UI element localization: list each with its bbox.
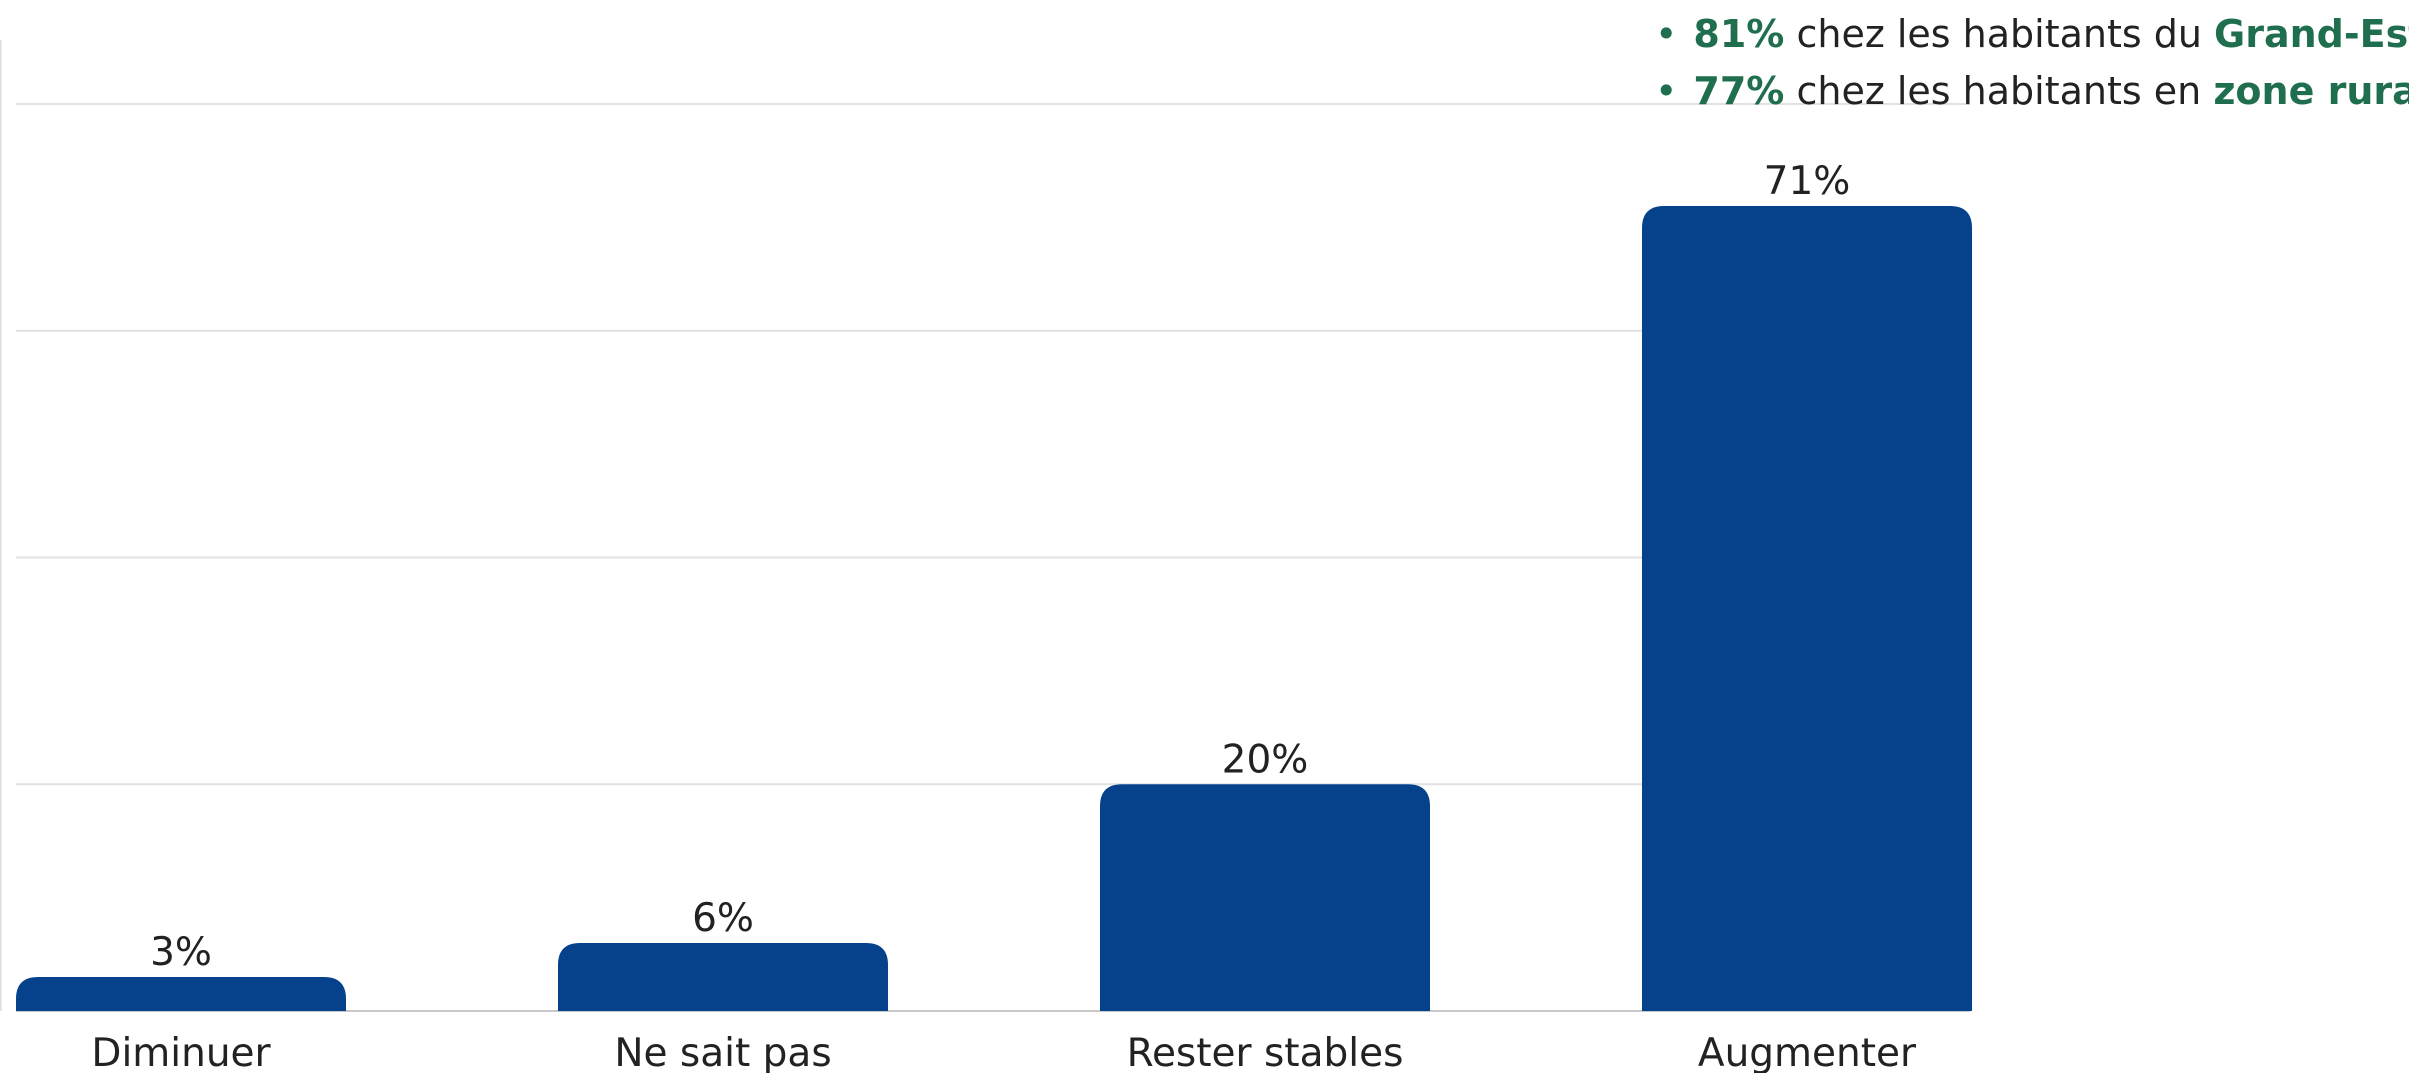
- value-label: 3%: [150, 930, 212, 975]
- note-text: chez les habitants du: [1784, 12, 2215, 56]
- note-value: 77%: [1693, 69, 1785, 113]
- bar-rester-stables: [1100, 784, 1430, 1011]
- bars: [16, 206, 1972, 1012]
- category-labels: Diminuer Ne sait pas Rester stables Augment…: [91, 1031, 1917, 1073]
- category-label: Ne sait pas: [614, 1031, 831, 1073]
- value-label: 71%: [1764, 159, 1851, 204]
- value-labels: 3% 6% 20% 71%: [150, 159, 1850, 975]
- value-label: 6%: [692, 896, 754, 941]
- bar-ne-sait-pas: [558, 942, 888, 1011]
- category-label: Augmenter: [1698, 1031, 1917, 1073]
- bar-augmenter: [1642, 206, 1972, 1012]
- bar-diminuer: [16, 976, 346, 1011]
- bullet-icon: •: [1655, 69, 1678, 113]
- value-label: 20%: [1222, 737, 1309, 782]
- category-label: Diminuer: [91, 1031, 271, 1073]
- highlight-notes: • 81% chez les habitants du Grand-Est • 77…: [1655, 6, 2409, 120]
- category-label: Rester stables: [1127, 1031, 1404, 1073]
- note-text: chez les habitants en: [1784, 69, 2214, 113]
- note-emphasis: Grand-Est: [2214, 12, 2409, 56]
- note-value: 81%: [1693, 12, 1785, 56]
- note-item: • 77% chez les habitants en zone rurale: [1655, 63, 2409, 120]
- note-item: • 81% chez les habitants du Grand-Est: [1655, 6, 2409, 63]
- note-emphasis: zone rurale: [2213, 69, 2409, 113]
- bullet-icon: •: [1655, 12, 1678, 56]
